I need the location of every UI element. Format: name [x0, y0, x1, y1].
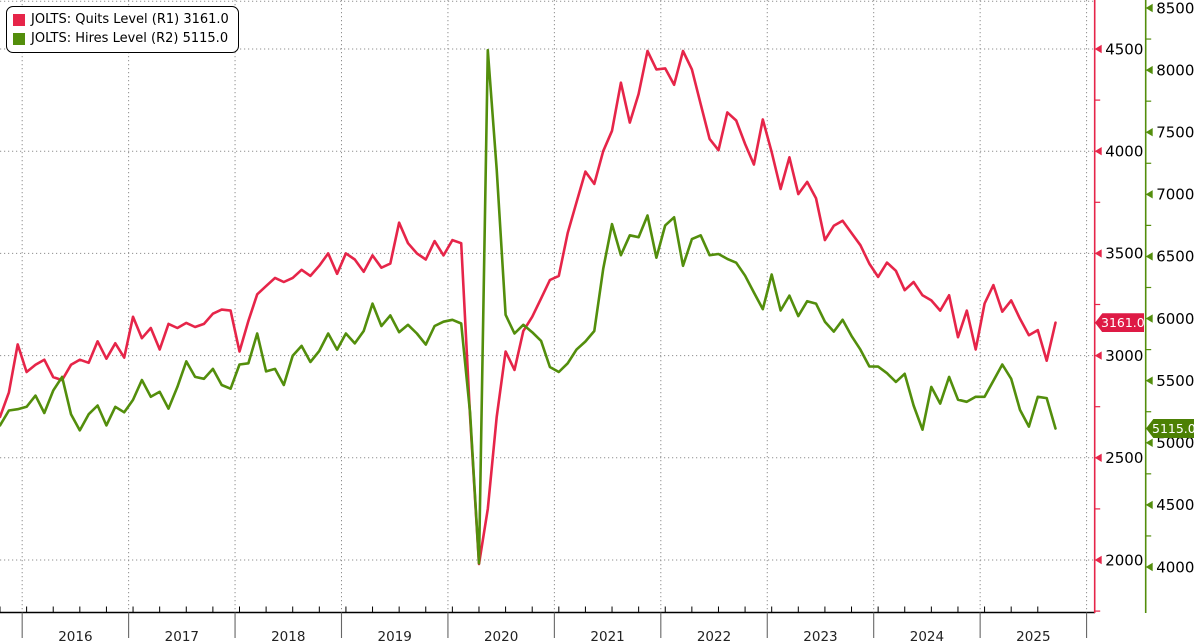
r2-tick-label: 4500 — [1156, 496, 1194, 514]
chart-legend: JOLTS: Quits Level (R1) 3161.0 JOLTS: Hi… — [6, 6, 239, 53]
r1-tick-arrow — [1094, 555, 1102, 565]
legend-row-quits: JOLTS: Quits Level (R1) 3161.0 — [13, 10, 229, 29]
r2-tick-label: 5000 — [1156, 434, 1194, 452]
r2-tick-label: 7500 — [1156, 124, 1194, 142]
r2-tick-arrow — [1145, 562, 1153, 572]
r1-tick-arrow — [1094, 351, 1102, 360]
r2-tick-arrow — [1145, 500, 1153, 510]
r1-tick-arrow — [1094, 147, 1102, 156]
quits-last-value-badge: 3161.0 — [1095, 313, 1144, 333]
r2-tick-arrow — [1145, 128, 1153, 137]
r2-tick-arrow — [1145, 314, 1153, 323]
year-label-2021: 2021 — [590, 629, 624, 644]
r1-tick-label: 2500 — [1105, 449, 1143, 467]
r2-tick-label: 4000 — [1156, 558, 1194, 576]
year-label-2016: 2016 — [58, 629, 92, 644]
r1-tick-arrow — [1094, 44, 1102, 54]
year-label-2018: 2018 — [271, 629, 305, 644]
legend-row-hires: JOLTS: Hires Level (R2) 5115.0 — [13, 29, 229, 48]
r2-tick-arrow — [1145, 190, 1153, 199]
quits-swatch — [13, 13, 25, 26]
r1-tick-label: 3500 — [1105, 245, 1143, 263]
r1-tick-label: 4500 — [1105, 40, 1143, 58]
year-label-2019: 2019 — [378, 629, 412, 644]
r2-tick-label: 6000 — [1156, 310, 1194, 328]
r1-tick-label: 2000 — [1105, 551, 1143, 569]
r1-tick-arrow — [1094, 453, 1102, 462]
hires-legend-label: JOLTS: Hires Level (R2) 5115.0 — [31, 31, 229, 46]
r2-tick-arrow — [1145, 3, 1153, 13]
r1-tick-arrow — [1094, 249, 1102, 258]
r2-tick-arrow — [1145, 438, 1153, 447]
hires-swatch — [13, 32, 25, 45]
r2-tick-arrow — [1145, 376, 1153, 385]
quits-legend-label: JOLTS: Quits Level (R1) 3161.0 — [31, 12, 229, 27]
year-label-2022: 2022 — [697, 629, 731, 644]
r1-tick-label: 4000 — [1105, 143, 1143, 161]
r2-tick-arrow — [1145, 252, 1153, 261]
r2-tick-arrow — [1145, 65, 1153, 75]
year-label-2020: 2020 — [484, 629, 518, 644]
r2-tick-label: 7000 — [1156, 186, 1194, 204]
year-label-2017: 2017 — [165, 629, 199, 644]
year-label-2023: 2023 — [803, 629, 837, 644]
year-label-2025: 2025 — [1016, 629, 1050, 644]
year-label-2024: 2024 — [910, 629, 944, 644]
r2-tick-label: 8500 — [1156, 0, 1194, 17]
hires-line — [0, 48, 1057, 565]
hires-last-value-badge: 5115.0 — [1146, 419, 1194, 438]
r2-tick-label: 8000 — [1156, 61, 1194, 79]
r1-tick-label: 3000 — [1105, 347, 1143, 365]
r2-tick-label: 6500 — [1156, 248, 1194, 266]
r2-tick-label: 5500 — [1156, 372, 1194, 390]
quits-line — [0, 49, 1057, 566]
